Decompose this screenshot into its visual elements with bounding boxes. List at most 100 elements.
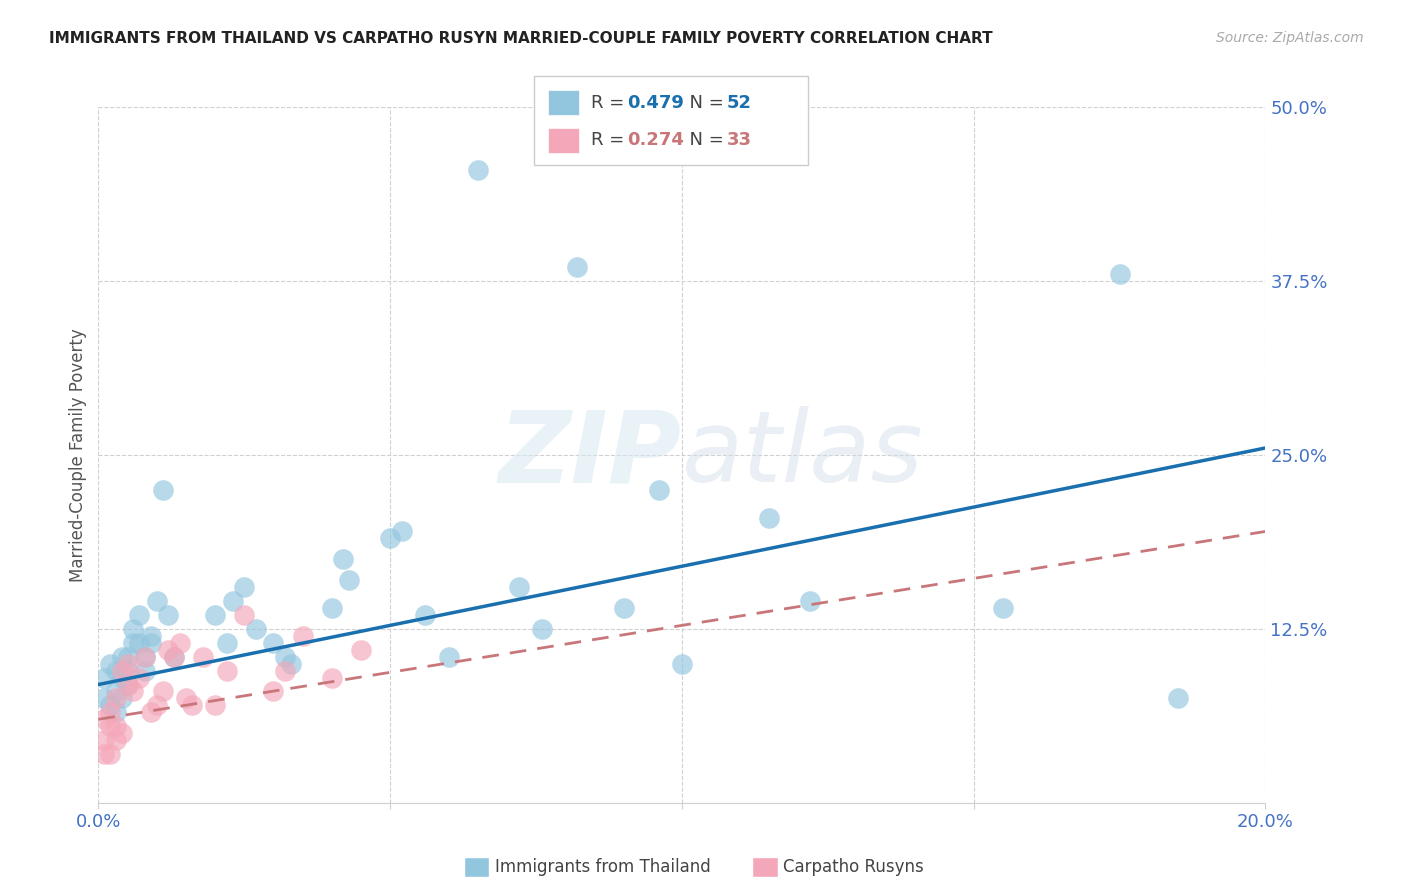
Point <box>157 607 180 622</box>
Point <box>262 684 284 698</box>
Point <box>122 622 145 636</box>
Point <box>117 657 139 671</box>
Point <box>380 532 402 546</box>
Point <box>146 594 169 608</box>
Point <box>128 636 150 650</box>
Point <box>280 657 302 671</box>
Point <box>93 691 115 706</box>
Point <box>321 601 343 615</box>
Point <box>508 580 530 594</box>
Point <box>1167 691 1189 706</box>
Point <box>93 671 115 685</box>
Point <box>799 594 821 608</box>
Point <box>169 636 191 650</box>
Point <box>139 636 162 650</box>
Point <box>117 677 139 691</box>
Point <box>146 698 169 713</box>
Y-axis label: Married-Couple Family Poverty: Married-Couple Family Poverty <box>69 328 87 582</box>
Point <box>152 684 174 698</box>
Point <box>122 684 145 698</box>
Point <box>104 684 127 698</box>
Point <box>93 733 115 747</box>
Point <box>98 747 121 761</box>
Text: Immigrants from Thailand: Immigrants from Thailand <box>495 858 710 876</box>
Point <box>215 636 238 650</box>
Point <box>163 649 186 664</box>
Point <box>104 664 127 678</box>
Point <box>215 664 238 678</box>
Point <box>647 483 669 497</box>
Point <box>204 607 226 622</box>
Point <box>104 691 127 706</box>
Point <box>204 698 226 713</box>
Point <box>128 671 150 685</box>
Point <box>98 706 121 720</box>
Point <box>180 698 202 713</box>
Point <box>274 664 297 678</box>
Point <box>350 642 373 657</box>
Point <box>104 706 127 720</box>
Point <box>152 483 174 497</box>
Point <box>337 573 360 587</box>
Point <box>111 649 134 664</box>
Point <box>233 607 256 622</box>
Point <box>98 657 121 671</box>
Point <box>391 524 413 539</box>
Point <box>174 691 197 706</box>
Point <box>134 649 156 664</box>
Text: 0.479: 0.479 <box>627 94 683 112</box>
Point <box>98 719 121 733</box>
Point <box>111 691 134 706</box>
Text: 0.274: 0.274 <box>627 131 683 149</box>
Text: N =: N = <box>678 131 730 149</box>
Point <box>991 601 1014 615</box>
Point <box>467 162 489 177</box>
Point <box>565 260 588 274</box>
Point <box>104 733 127 747</box>
Point <box>117 649 139 664</box>
Point <box>274 649 297 664</box>
Point <box>134 649 156 664</box>
Point <box>111 664 134 678</box>
Point <box>291 629 314 643</box>
Point <box>163 649 186 664</box>
Text: R =: R = <box>591 131 630 149</box>
Point <box>122 636 145 650</box>
Text: N =: N = <box>678 94 730 112</box>
Point <box>104 719 127 733</box>
Point <box>117 677 139 691</box>
Point <box>193 649 215 664</box>
Point <box>117 664 139 678</box>
Point <box>93 747 115 761</box>
Text: Source: ZipAtlas.com: Source: ZipAtlas.com <box>1216 31 1364 45</box>
Point <box>233 580 256 594</box>
Point <box>98 698 121 713</box>
Point <box>128 607 150 622</box>
Point <box>111 726 134 740</box>
Point <box>1108 267 1130 281</box>
Point <box>321 671 343 685</box>
Point <box>139 706 162 720</box>
Point <box>612 601 634 615</box>
Point <box>134 664 156 678</box>
Point <box>111 671 134 685</box>
Point <box>262 636 284 650</box>
Point <box>139 629 162 643</box>
Text: atlas: atlas <box>682 407 924 503</box>
Point <box>245 622 267 636</box>
Text: ZIP: ZIP <box>499 407 682 503</box>
Point <box>413 607 436 622</box>
Point <box>221 594 243 608</box>
Point <box>93 712 115 726</box>
Point <box>332 552 354 566</box>
Text: Carpatho Rusyns: Carpatho Rusyns <box>783 858 924 876</box>
Point <box>437 649 460 664</box>
Text: IMMIGRANTS FROM THAILAND VS CARPATHO RUSYN MARRIED-COUPLE FAMILY POVERTY CORRELA: IMMIGRANTS FROM THAILAND VS CARPATHO RUS… <box>49 31 993 46</box>
Text: 33: 33 <box>727 131 752 149</box>
Text: 52: 52 <box>727 94 752 112</box>
Point <box>671 657 693 671</box>
Point <box>758 510 780 524</box>
Point <box>157 642 180 657</box>
Text: R =: R = <box>591 94 630 112</box>
Point <box>530 622 553 636</box>
